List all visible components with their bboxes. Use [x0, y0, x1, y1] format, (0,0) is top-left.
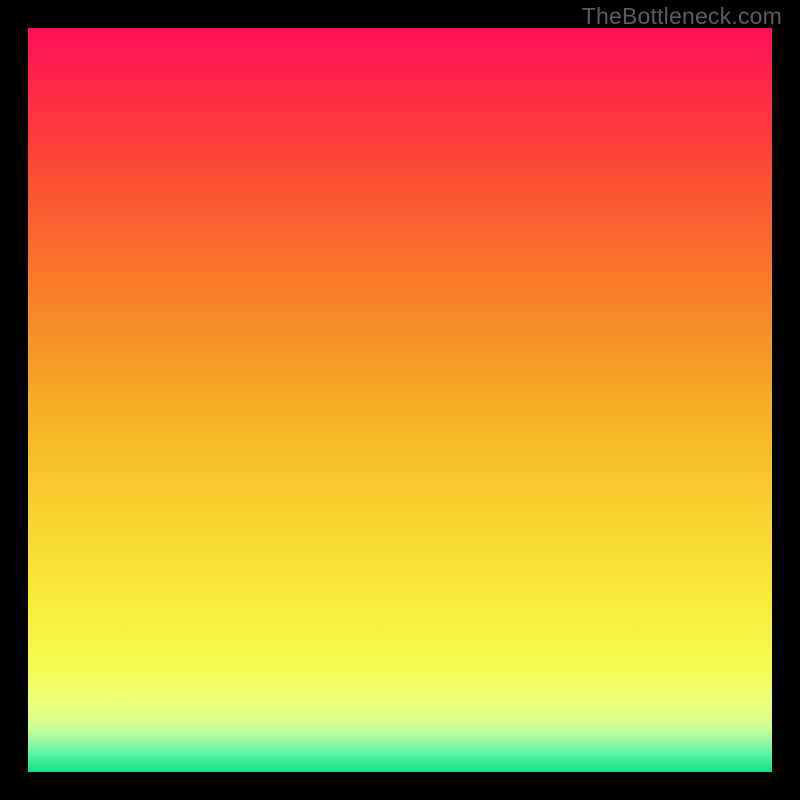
- heat-gradient: [28, 28, 772, 772]
- chart-stage: TheBottleneck.com: [0, 0, 800, 800]
- plot-area: [28, 28, 772, 772]
- watermark-text: TheBottleneck.com: [582, 3, 782, 30]
